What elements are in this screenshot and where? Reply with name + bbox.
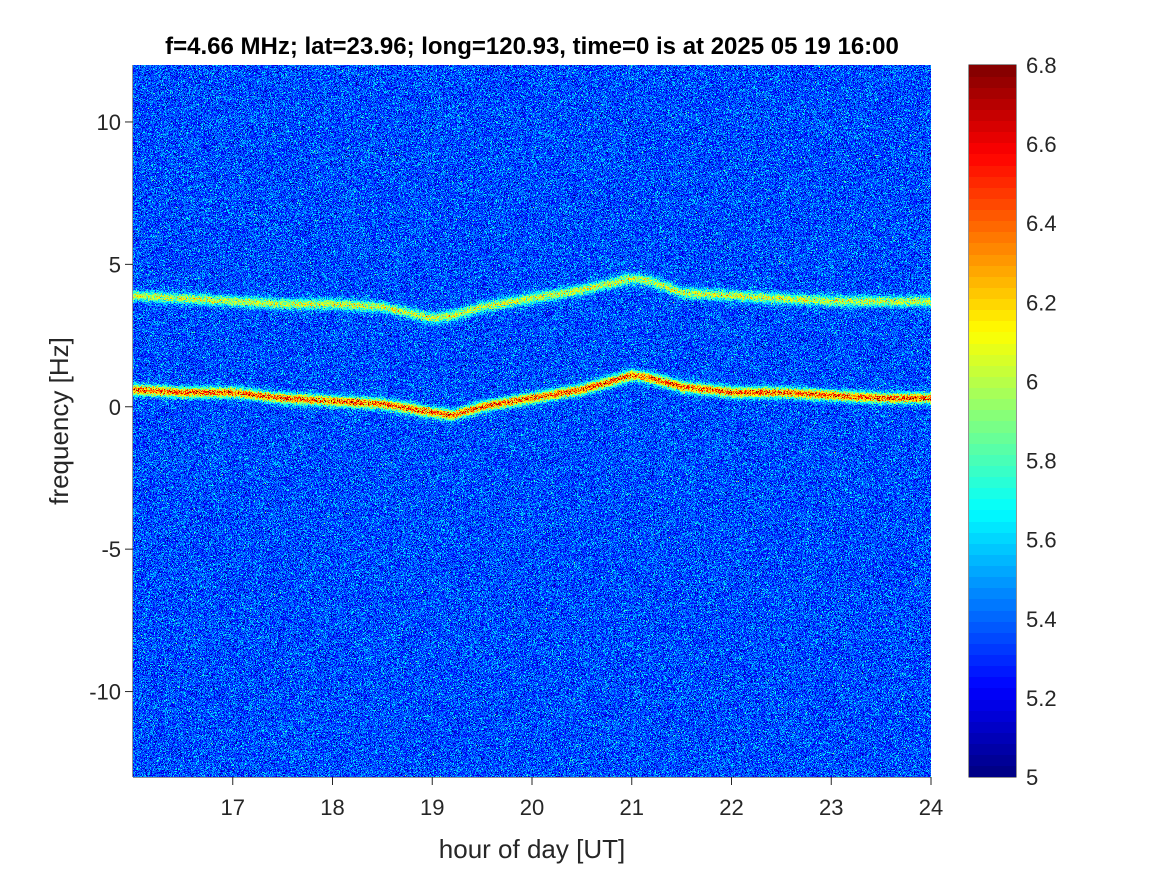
colorbar-tick-label: 5 bbox=[1026, 765, 1038, 790]
colorbar-tick-label: 6.4 bbox=[1026, 211, 1057, 236]
y-tick-label: -5 bbox=[101, 537, 121, 562]
x-tick-label: 21 bbox=[620, 795, 644, 820]
y-tick-label: 10 bbox=[97, 110, 121, 135]
x-tick-label: 17 bbox=[221, 795, 245, 820]
x-tick-label: 24 bbox=[919, 795, 943, 820]
colorbar-tick-label: 6.6 bbox=[1026, 132, 1057, 157]
chart-title: f=4.66 MHz; lat=23.96; long=120.93, time… bbox=[165, 33, 899, 60]
y-tick-label: -10 bbox=[89, 680, 121, 705]
colorbar-tick-label: 6.8 bbox=[1026, 53, 1057, 78]
colorbar-axes: 5 5.2 5.4 5.6 5.8 6 6.2 6.4 6.6 6.8 bbox=[968, 53, 1057, 790]
colorbar-tick-label: 6.2 bbox=[1026, 290, 1057, 315]
x-tick-label: 23 bbox=[819, 795, 843, 820]
colorbar-tick-label: 5.4 bbox=[1026, 607, 1057, 632]
heatmap-image bbox=[133, 65, 931, 777]
y-tick-label: 0 bbox=[109, 395, 121, 420]
colorbar-tick-label: 6 bbox=[1026, 369, 1038, 394]
x-axis-label: hour of day [UT] bbox=[439, 834, 625, 864]
colorbar-image bbox=[969, 65, 1016, 777]
colorbar-tick-label: 5.6 bbox=[1026, 528, 1057, 553]
y-axis-label: frequency [Hz] bbox=[44, 337, 74, 505]
x-tick-label: 22 bbox=[719, 795, 743, 820]
y-tick-label: 5 bbox=[109, 252, 121, 277]
x-tick-label: 18 bbox=[320, 795, 344, 820]
x-tick-label: 19 bbox=[420, 795, 444, 820]
colorbar-tick-label: 5.8 bbox=[1026, 449, 1057, 474]
x-tick-label: 20 bbox=[520, 795, 544, 820]
plot-axes: 17 18 19 20 21 22 23 24 -10 -5 0 5 10 bbox=[89, 65, 943, 820]
colorbar-tick-label: 5.2 bbox=[1026, 686, 1057, 711]
